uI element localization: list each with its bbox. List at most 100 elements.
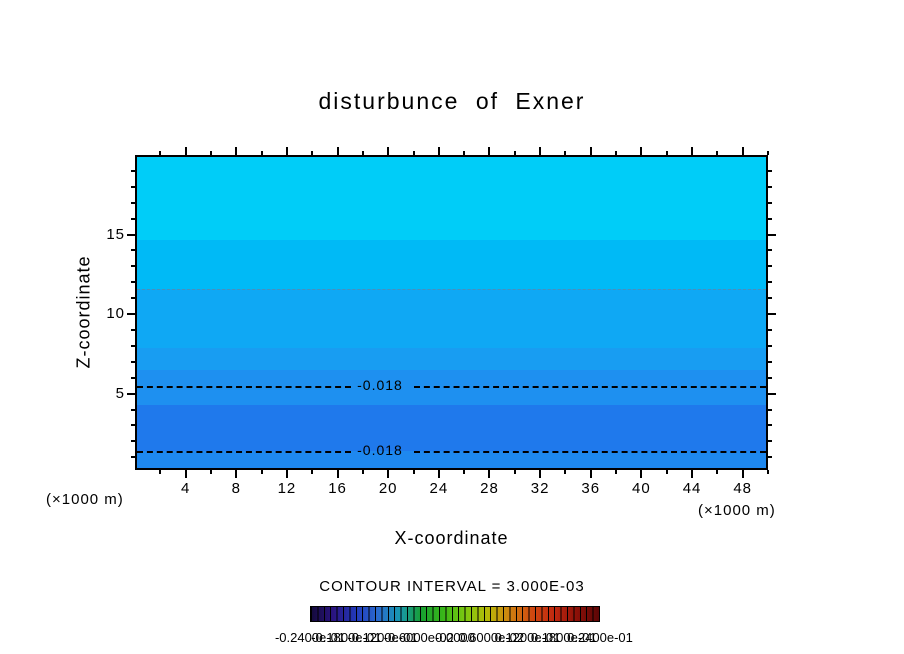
x-tick-label: 12 bbox=[277, 480, 297, 497]
y-axis-tick bbox=[768, 313, 776, 316]
y-axis-tick bbox=[768, 217, 772, 220]
x-tick-label: 24 bbox=[429, 480, 449, 497]
y-axis-tick bbox=[131, 297, 135, 300]
y-axis-tick bbox=[127, 392, 135, 395]
x-axis-tick bbox=[716, 151, 719, 155]
x-unit-left-label: (×1000 m) bbox=[46, 491, 124, 508]
x-axis-tick bbox=[437, 147, 440, 155]
x-axis-tick bbox=[387, 147, 390, 155]
x-axis-tick bbox=[260, 151, 263, 155]
x-axis-tick bbox=[311, 470, 314, 474]
colorbar-tick-label: 0.2400e-01 bbox=[567, 630, 633, 645]
y-axis-tick bbox=[768, 408, 772, 411]
x-axis-tick bbox=[260, 470, 263, 474]
x-axis-tick bbox=[716, 470, 719, 474]
y-axis-tick bbox=[768, 233, 776, 236]
y-axis-tick bbox=[768, 185, 772, 188]
plot-area: -0.018 -0.018 bbox=[135, 155, 768, 470]
x-axis-tick bbox=[159, 151, 162, 155]
x-axis-tick bbox=[513, 151, 516, 155]
x-axis-tick bbox=[361, 151, 364, 155]
x-axis-tick bbox=[640, 470, 643, 478]
y-axis-tick bbox=[131, 456, 135, 459]
y-axis-tick bbox=[131, 376, 135, 379]
colorbar-tick-label: 0.0000 bbox=[435, 630, 475, 645]
x-axis-tick bbox=[741, 470, 744, 478]
x-axis-tick bbox=[437, 470, 440, 478]
y-axis-tick bbox=[768, 376, 772, 379]
y-axis-tick bbox=[768, 392, 776, 395]
colorbar-tick-label: 0.6000e-02 bbox=[458, 630, 525, 645]
x-tick-label: 16 bbox=[328, 480, 347, 497]
colorbar-tick-label: 0.1200e-01 bbox=[494, 630, 561, 645]
x-axis-tick bbox=[159, 470, 162, 474]
y-axis-tick bbox=[131, 329, 135, 331]
contour-line-segment bbox=[413, 386, 766, 389]
x-axis-tick bbox=[209, 151, 212, 155]
contour-line-segment bbox=[137, 451, 351, 454]
y-axis-tick bbox=[768, 360, 772, 363]
y-axis-tick bbox=[131, 185, 135, 188]
x-axis-label: X-coordinate bbox=[394, 528, 509, 548]
y-axis-tick bbox=[131, 344, 135, 347]
x-axis-tick bbox=[564, 151, 567, 155]
y-axis-tick bbox=[768, 440, 772, 443]
x-axis-tick bbox=[184, 147, 187, 155]
x-axis-tick bbox=[311, 151, 314, 155]
x-axis-tick bbox=[589, 470, 592, 478]
y-axis-tick bbox=[768, 249, 772, 252]
x-axis-tick bbox=[488, 147, 491, 155]
y-axis-tick bbox=[131, 217, 135, 220]
x-axis-tick bbox=[767, 151, 769, 155]
x-axis-tick bbox=[361, 470, 364, 474]
x-axis-tick bbox=[184, 470, 187, 478]
y-axis-tick bbox=[131, 440, 135, 443]
y-axis-tick bbox=[127, 233, 135, 236]
x-tick-label: 48 bbox=[733, 480, 753, 497]
y-axis-tick bbox=[768, 297, 772, 300]
y-axis-tick bbox=[127, 313, 135, 316]
contour-fill-band bbox=[137, 451, 766, 468]
y-axis-tick bbox=[768, 329, 772, 331]
colorbar-separators bbox=[311, 607, 599, 621]
y-axis-tick bbox=[768, 424, 772, 427]
y-axis-tick bbox=[768, 169, 772, 172]
x-axis-tick bbox=[640, 147, 643, 155]
y-axis-tick bbox=[131, 424, 135, 427]
x-axis-tick bbox=[589, 147, 592, 155]
contour-interval-note: CONTOUR INTERVAL = 3.000E-03 bbox=[319, 578, 585, 595]
x-tick-label: 36 bbox=[581, 480, 601, 497]
colorbar-tick-label: -0.1200e-01 bbox=[347, 630, 418, 645]
x-axis-tick bbox=[615, 151, 618, 155]
contour-fill-band bbox=[137, 289, 766, 348]
x-tick-label: 8 bbox=[231, 480, 241, 497]
x-axis-tick bbox=[615, 470, 618, 474]
y-axis-tick bbox=[131, 265, 135, 268]
contour-line-segment bbox=[137, 386, 351, 389]
x-axis-tick bbox=[691, 147, 694, 155]
y-axis-tick bbox=[768, 456, 772, 459]
colorbar-tick-label: -0.2400e-01 bbox=[274, 630, 346, 645]
contour-line-light bbox=[137, 289, 766, 291]
x-axis-tick bbox=[539, 470, 542, 478]
x-tick-label: 44 bbox=[682, 480, 702, 497]
x-axis-tick bbox=[513, 470, 516, 474]
x-unit-right-label: (×1000 m) bbox=[698, 502, 776, 519]
x-axis-tick bbox=[285, 470, 288, 478]
y-axis-tick bbox=[131, 408, 135, 411]
x-tick-label: 32 bbox=[530, 480, 550, 497]
contour-line-label: -0.018 bbox=[357, 442, 403, 459]
contour-fill-band bbox=[137, 405, 766, 452]
colorbar-tick-label: -0.6000e-02 bbox=[383, 630, 454, 645]
x-tick-label: 20 bbox=[378, 480, 398, 497]
x-axis-tick bbox=[665, 470, 668, 474]
y-axis-tick bbox=[768, 344, 772, 347]
y-tick-label: 15 bbox=[106, 225, 125, 243]
y-axis-tick bbox=[131, 201, 135, 204]
y-axis-tick bbox=[768, 281, 772, 284]
contour-lines-layer: -0.018 -0.018 bbox=[137, 157, 766, 468]
contour-line-segment bbox=[413, 451, 766, 454]
contour-fill-band bbox=[137, 239, 766, 290]
y-axis-tick bbox=[131, 169, 135, 172]
x-axis-tick bbox=[336, 470, 339, 478]
